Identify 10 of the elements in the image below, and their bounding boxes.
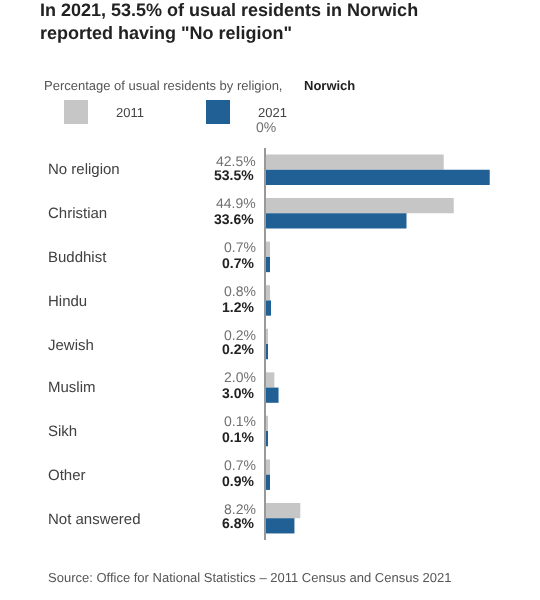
bar [266,198,454,214]
bar [266,154,444,170]
bar [266,518,295,534]
bar [266,387,279,403]
bar [266,169,490,186]
bar [266,502,301,519]
bar [266,300,272,316]
chart-title: In 2021, 53.5% of usual residents in Norwich reported having "No religion" [40,0,419,44]
bar [266,372,275,388]
bar [266,213,407,229]
